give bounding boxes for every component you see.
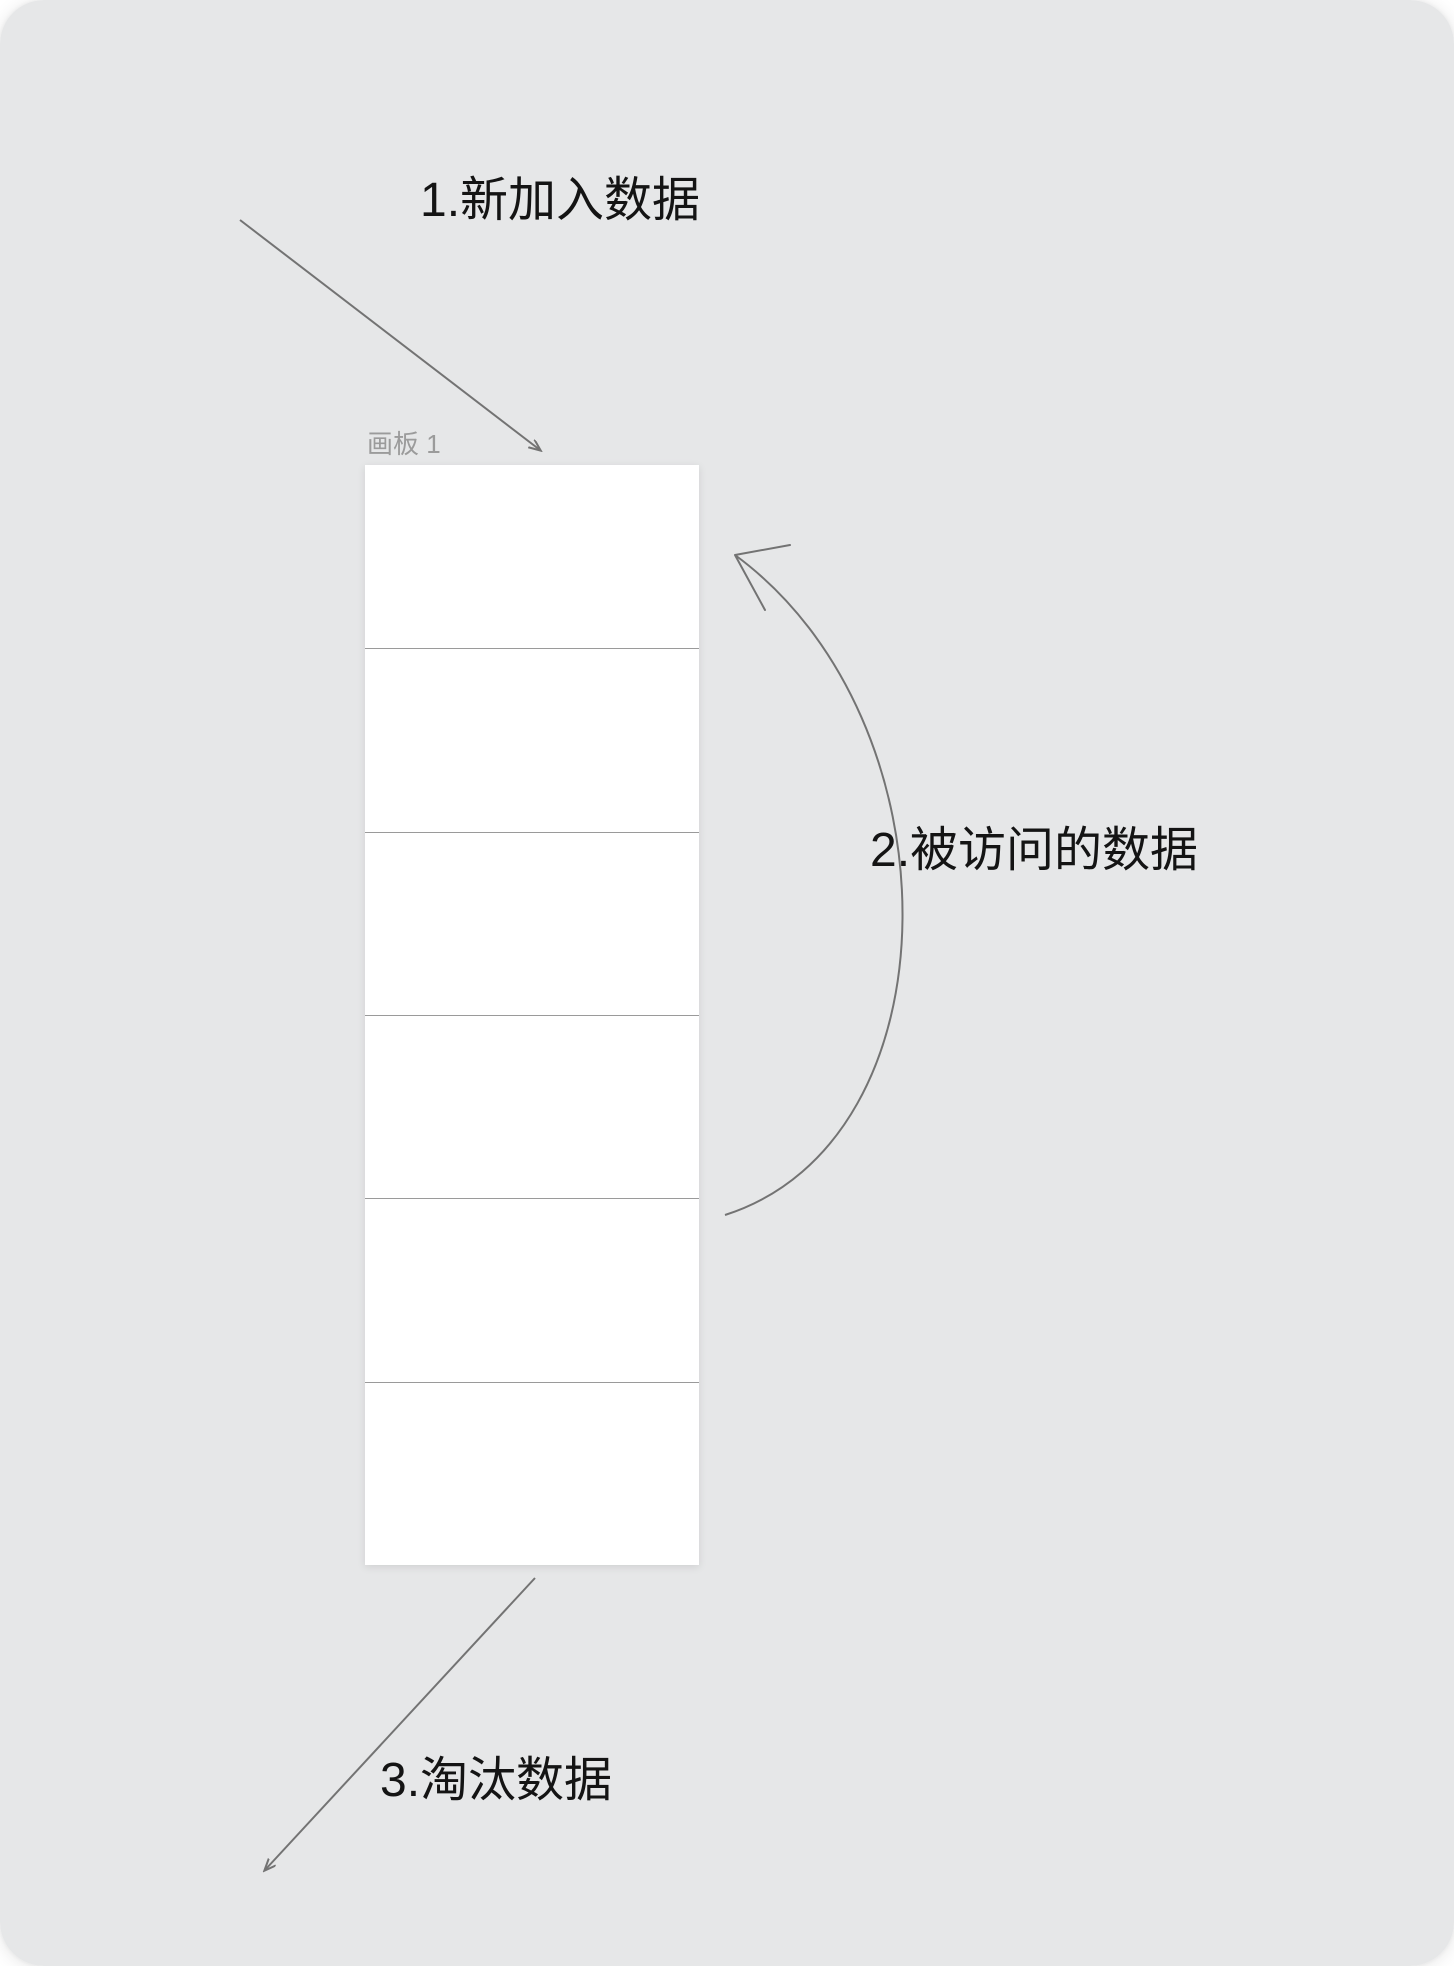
artboard-row-divider — [365, 648, 699, 649]
artboard-label: 画板 1 — [367, 424, 441, 465]
annotation-access: 2.被访问的数据 — [870, 810, 1198, 880]
canvas-background — [0, 0, 1454, 1966]
artboard-column: 画板 1 — [365, 465, 699, 1565]
annotation-insert: 1.新加入数据 — [420, 160, 700, 230]
diagram-card: 画板 1 1.新加入数据 2.被访问的数据 3.淘汰数据 — [0, 0, 1454, 1966]
artboard-row-divider — [365, 832, 699, 833]
annotation-evict: 3.淘汰数据 — [380, 1740, 612, 1810]
artboard-row-divider — [365, 1015, 699, 1016]
artboard-row-divider — [365, 1382, 699, 1383]
artboard-row-divider — [365, 1198, 699, 1199]
